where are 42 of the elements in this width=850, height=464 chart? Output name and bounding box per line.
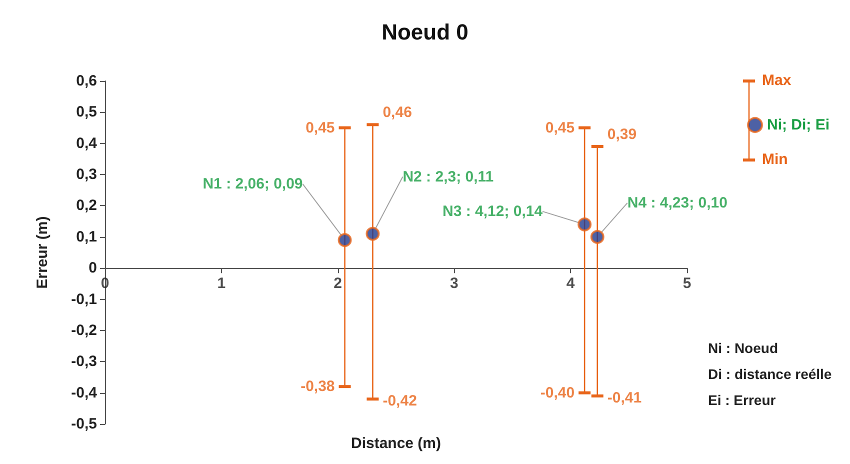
y-tick-label: -0,2 bbox=[71, 322, 97, 339]
x-tick-label: 3 bbox=[450, 275, 458, 292]
y-tick-label: -0,5 bbox=[71, 416, 97, 432]
text: Di : distance reélle bbox=[708, 366, 832, 382]
y-tick-label: -0,1 bbox=[71, 290, 97, 308]
legend-label: Ni; Di; Ei bbox=[767, 116, 830, 134]
point bbox=[590, 230, 604, 244]
text: Ei : Erreur bbox=[708, 392, 776, 408]
y-tick-label: 0,3 bbox=[76, 166, 97, 184]
y-tick-label: -0,4 bbox=[71, 384, 98, 402]
annotation: 0,45 bbox=[306, 119, 335, 136]
annotation: 0,45 bbox=[545, 119, 575, 136]
data-label: N4 : 4,23; 0,10 bbox=[627, 194, 728, 212]
point bbox=[366, 226, 380, 241]
data-label: N3 : 4,12; 0,14 bbox=[442, 202, 544, 220]
annotation: -0,41 bbox=[607, 389, 642, 406]
annotation: -0,38 bbox=[300, 378, 335, 396]
x-tick-label: 2 bbox=[334, 275, 342, 292]
x-tick-label: 4 bbox=[566, 275, 576, 292]
annotation: -0,42 bbox=[382, 392, 417, 410]
y-tick-label: -0,3 bbox=[71, 353, 97, 370]
y-tick-label: 0,1 bbox=[76, 228, 97, 246]
point bbox=[578, 217, 592, 232]
data-label: N1 : 2,06; 0,09 bbox=[202, 176, 303, 193]
x-axis-title: Distance (m) bbox=[350, 435, 442, 452]
y-axis-title: Erreur (m) bbox=[34, 216, 51, 289]
x-tick-label: 5 bbox=[682, 275, 692, 292]
chart-title: Noeud 0 bbox=[382, 20, 468, 44]
text: Ni : Noeud bbox=[708, 340, 778, 356]
y-tick-label: 0,5 bbox=[76, 104, 97, 121]
text: Min bbox=[762, 151, 788, 168]
annotation: -0,40 bbox=[540, 384, 575, 402]
x-tick-label: 1 bbox=[217, 275, 226, 292]
point bbox=[338, 233, 352, 248]
annotation: 0,46 bbox=[382, 104, 412, 122]
text: Max bbox=[762, 72, 792, 89]
annotation: 0,39 bbox=[607, 126, 637, 143]
y-tick-label: 0 bbox=[88, 260, 97, 277]
data-label: N2 : 2,3; 0,11 bbox=[402, 168, 494, 186]
y-tick-label: 0,2 bbox=[76, 197, 97, 214]
y-tick-label: 0,4 bbox=[76, 134, 98, 152]
y-tick-label: 0,6 bbox=[76, 72, 97, 90]
